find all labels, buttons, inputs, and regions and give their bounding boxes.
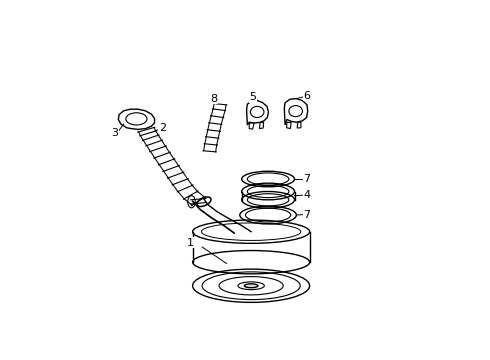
Text: 7: 7 — [303, 174, 311, 184]
Text: 4: 4 — [303, 190, 311, 200]
Text: 5: 5 — [249, 92, 256, 102]
Polygon shape — [287, 122, 291, 129]
Polygon shape — [249, 123, 254, 129]
Polygon shape — [246, 100, 269, 125]
Ellipse shape — [245, 284, 258, 288]
Text: 1: 1 — [187, 238, 194, 248]
Text: 7: 7 — [303, 210, 311, 220]
Text: 3: 3 — [111, 128, 118, 138]
Text: 8: 8 — [211, 94, 218, 104]
Polygon shape — [297, 122, 301, 128]
Polygon shape — [118, 109, 154, 129]
Text: 2: 2 — [159, 123, 166, 133]
Polygon shape — [259, 122, 264, 129]
Polygon shape — [284, 99, 308, 125]
Text: 6: 6 — [303, 91, 311, 101]
